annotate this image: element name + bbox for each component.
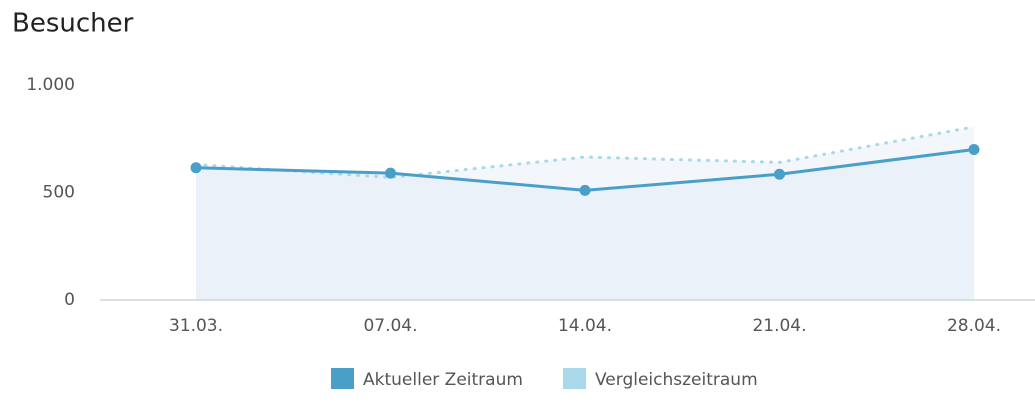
x-tick-label: 07.04. (363, 316, 417, 336)
point (190, 162, 202, 174)
x-tick-label: 31.03. (169, 316, 223, 336)
legend-swatch (331, 368, 354, 389)
x-tick-label: 14.04. (558, 316, 612, 336)
legend-label: Vergleichszeitraum (595, 370, 758, 390)
legend-label: Aktueller Zeitraum (363, 370, 523, 390)
area (196, 149, 974, 300)
y-tick-label: 1.000 (26, 75, 75, 95)
x-tick-label: 21.04. (752, 316, 806, 336)
y-tick-label: 500 (43, 183, 75, 203)
x-tick-label: 28.04. (947, 316, 1001, 336)
chart-title: Besucher (12, 9, 134, 39)
y-tick-label: 0 (64, 290, 75, 310)
legend-item[interactable]: Aktueller Zeitraum (331, 368, 523, 390)
point (968, 144, 980, 155)
point (579, 184, 591, 196)
point (774, 168, 785, 180)
legend-item[interactable]: Vergleichszeitraum (563, 368, 758, 390)
legend-swatch (563, 368, 586, 389)
point (385, 167, 396, 179)
